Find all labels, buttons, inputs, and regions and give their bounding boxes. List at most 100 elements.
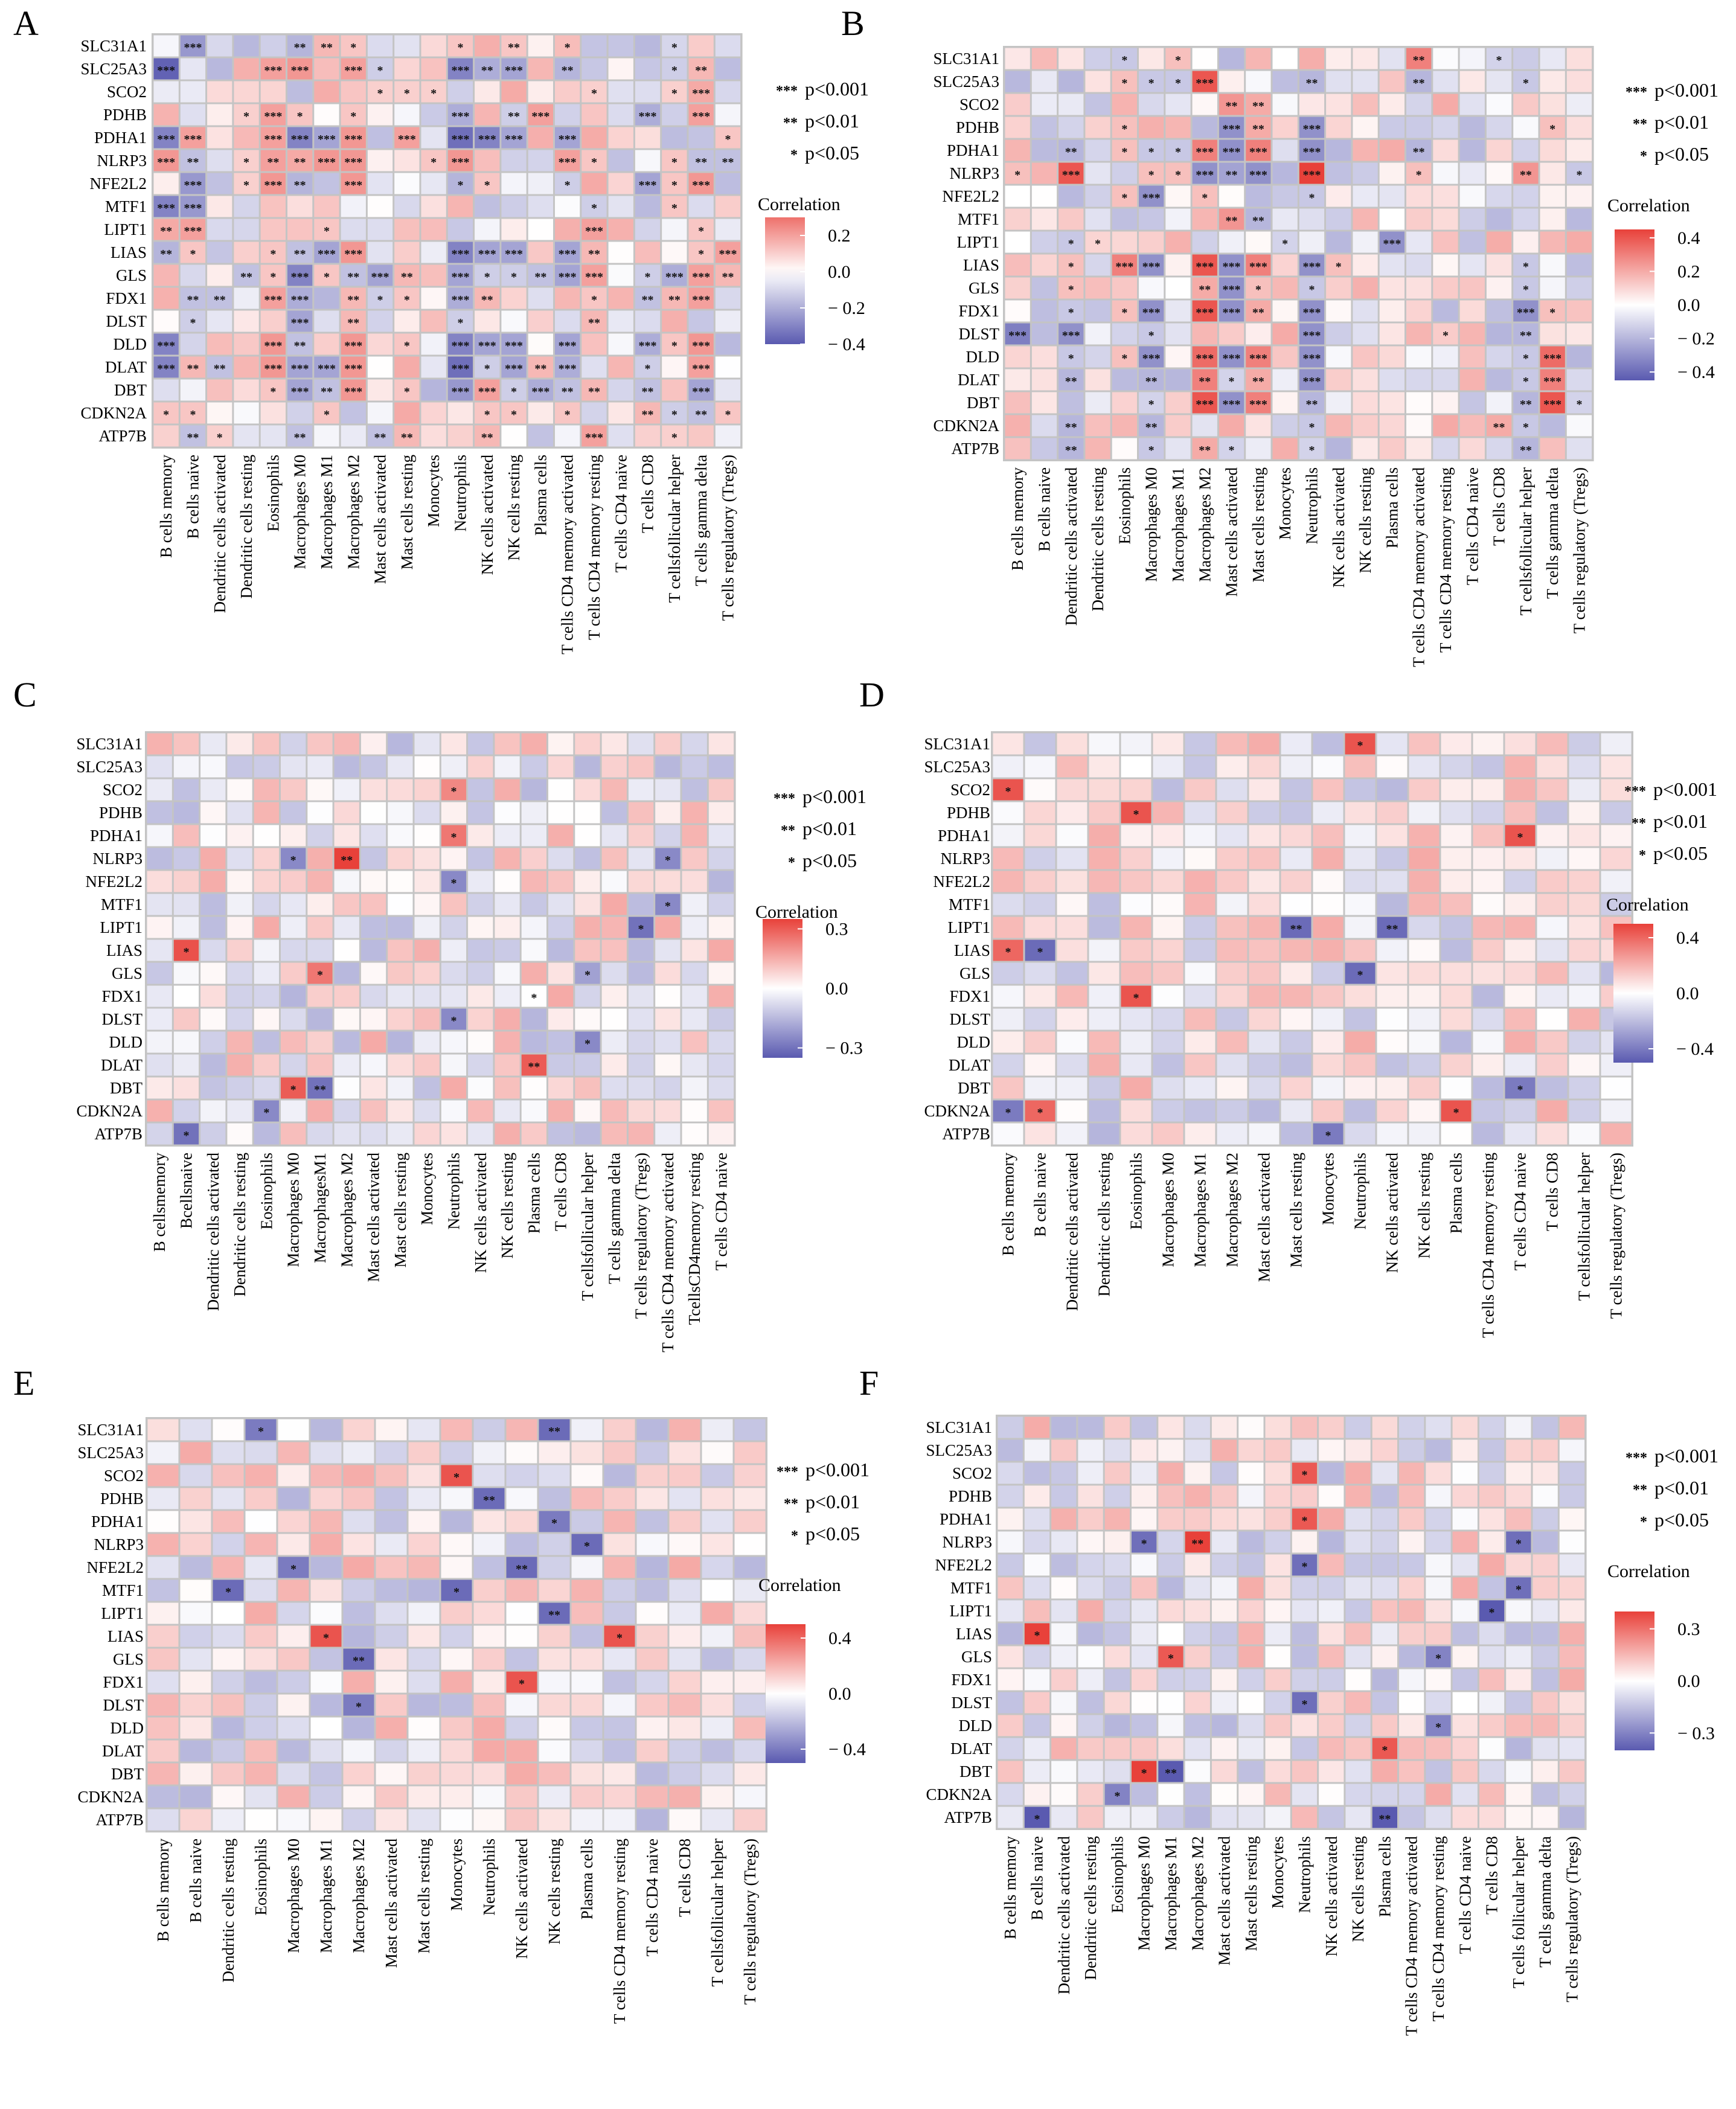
heatmap-cell bbox=[1005, 392, 1030, 414]
heatmap-cell bbox=[1121, 1100, 1151, 1122]
heatmap-cell bbox=[1217, 939, 1248, 961]
heatmap-cell bbox=[1025, 825, 1055, 846]
significance-marker: * bbox=[453, 1586, 460, 1599]
column-label: Mast cells activated bbox=[1255, 1153, 1273, 1282]
heatmap-cell bbox=[234, 310, 259, 332]
heatmap-cell bbox=[441, 1602, 472, 1624]
heatmap-cell bbox=[367, 242, 393, 263]
heatmap-cell bbox=[1506, 1692, 1531, 1714]
heatmap-cell bbox=[227, 1077, 252, 1099]
heatmap-cell bbox=[1078, 1761, 1103, 1782]
heatmap-cell bbox=[1238, 1692, 1264, 1714]
heatmap-cell bbox=[475, 150, 500, 171]
heatmap-cell bbox=[1299, 71, 1325, 92]
heatmap-cell bbox=[655, 871, 681, 892]
heatmap-cell bbox=[1051, 1439, 1077, 1461]
significance-marker: *** bbox=[1302, 123, 1321, 136]
heatmap-cell bbox=[604, 1671, 635, 1693]
significance-marker: * bbox=[671, 202, 677, 215]
legend-symbol: *** bbox=[777, 1464, 798, 1480]
heatmap-cell bbox=[521, 779, 546, 801]
column-label: Dendritic cells resting bbox=[1089, 467, 1107, 611]
heatmap-cell bbox=[1265, 1623, 1290, 1645]
heatmap-cell bbox=[1486, 323, 1512, 345]
heatmap-cell bbox=[421, 287, 446, 309]
column-label: Dendritic cells activated bbox=[1062, 467, 1080, 626]
heatmap-cell bbox=[1272, 369, 1298, 391]
significance-marker: *** bbox=[692, 293, 710, 307]
legend-symbol: * bbox=[1640, 149, 1647, 164]
heatmap-cell bbox=[278, 1740, 309, 1762]
heatmap-cell bbox=[702, 1511, 733, 1532]
significance-marker: * bbox=[1229, 375, 1235, 388]
heatmap-cell bbox=[147, 1511, 179, 1532]
significance-marker: *** bbox=[585, 431, 603, 444]
heatmap-cell bbox=[334, 848, 359, 869]
heatmap-cell bbox=[1426, 1462, 1451, 1484]
heatmap-cell bbox=[1025, 939, 1055, 961]
heatmap-cell bbox=[1313, 1100, 1344, 1122]
heatmap-cell bbox=[394, 425, 420, 447]
heatmap-cell bbox=[343, 1557, 374, 1578]
heatmap-cell bbox=[310, 1442, 342, 1464]
heatmap-cell bbox=[635, 173, 661, 194]
significance-marker: *** bbox=[692, 87, 710, 100]
colorbar bbox=[1615, 1611, 1654, 1750]
heatmap-cell bbox=[227, 779, 252, 801]
heatmap-cell bbox=[1313, 962, 1344, 984]
heatmap-cell bbox=[1433, 162, 1458, 184]
heatmap-cell bbox=[1246, 254, 1271, 276]
significance-marker: ** bbox=[294, 248, 306, 261]
heatmap-cell bbox=[1506, 1531, 1531, 1553]
heatmap-cell bbox=[662, 356, 687, 378]
heatmap-cell bbox=[213, 1717, 244, 1739]
heatmap-cell bbox=[571, 1671, 603, 1693]
colorbar-title: Correlation bbox=[1607, 1561, 1690, 1581]
heatmap-cell bbox=[655, 779, 681, 801]
heatmap-cell bbox=[1051, 1416, 1077, 1438]
column-label: Plasma cells bbox=[1383, 467, 1401, 548]
heatmap-cell bbox=[1426, 1554, 1451, 1576]
column-label: T cells CD8 bbox=[552, 1153, 570, 1231]
column-label: T cells CD4 naive bbox=[1463, 467, 1481, 585]
heatmap-cell bbox=[1473, 1054, 1504, 1076]
heatmap-cell bbox=[1185, 1031, 1216, 1053]
significance-marker: ** bbox=[294, 179, 306, 192]
heatmap-cell bbox=[1249, 756, 1280, 778]
heatmap-cell bbox=[1399, 1784, 1424, 1805]
heatmap-cell bbox=[1089, 1008, 1119, 1030]
heatmap-cell bbox=[180, 196, 206, 217]
significance-marker: ** bbox=[481, 64, 493, 77]
heatmap-cell bbox=[1409, 848, 1440, 869]
heatmap-cell bbox=[1473, 756, 1504, 778]
heatmap-cell bbox=[1569, 733, 1600, 755]
heatmap-cell bbox=[376, 1442, 407, 1464]
significance-marker: * bbox=[243, 156, 249, 169]
heatmap-cell bbox=[1459, 48, 1485, 69]
heatmap-cell bbox=[601, 802, 627, 824]
colorbar-tick-label: − 0.4 bbox=[828, 334, 865, 354]
colorbar-tick-label: 0.3 bbox=[1677, 1619, 1700, 1639]
heatmap-cell bbox=[180, 1763, 211, 1785]
heatmap-cell bbox=[1165, 369, 1191, 391]
heatmap-cell bbox=[1059, 185, 1084, 207]
heatmap-cell bbox=[1211, 1485, 1237, 1507]
heatmap-cell bbox=[341, 150, 366, 171]
heatmap-cell bbox=[628, 1031, 654, 1053]
significance-marker: *** bbox=[291, 64, 309, 77]
significance-marker: *** bbox=[478, 385, 496, 398]
heatmap-cell bbox=[715, 58, 741, 80]
significance-marker: * bbox=[1516, 1537, 1522, 1551]
heatmap-cell bbox=[367, 310, 393, 332]
heatmap-cell bbox=[147, 939, 172, 961]
significance-marker: ** bbox=[695, 156, 707, 169]
heatmap-cell bbox=[1452, 1692, 1478, 1714]
significance-marker: * bbox=[1175, 146, 1181, 159]
heatmap-cell bbox=[1345, 825, 1376, 846]
heatmap-cell bbox=[414, 962, 440, 984]
heatmap-cell bbox=[601, 1100, 627, 1122]
heatmap-cell bbox=[1217, 848, 1248, 869]
heatmap-cell bbox=[1104, 1646, 1130, 1668]
heatmap-cell bbox=[1559, 1669, 1585, 1691]
heatmap-cell bbox=[1533, 1738, 1558, 1759]
